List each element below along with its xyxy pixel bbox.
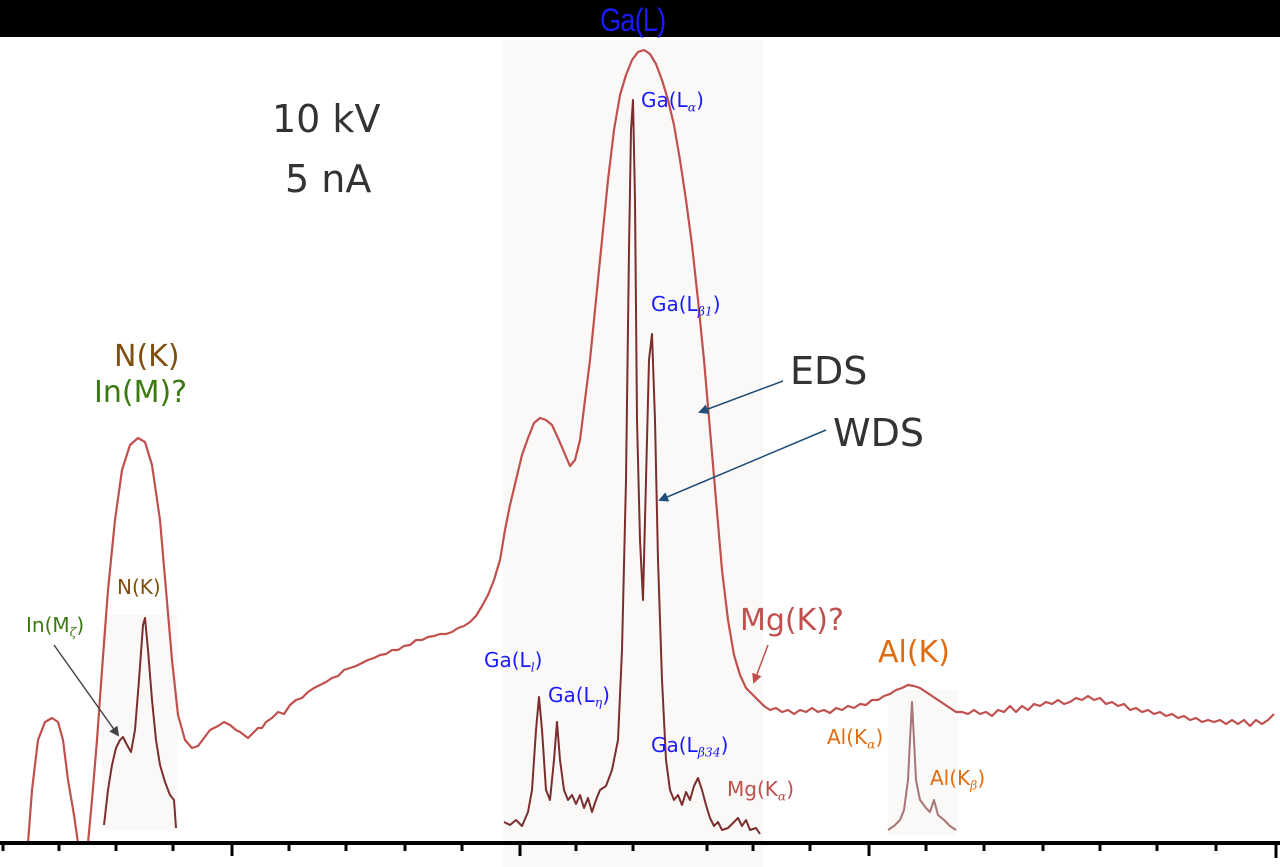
wds-inset-n	[102, 615, 178, 830]
current-label: 5 nA	[285, 157, 372, 201]
nk-eds-label: N(K)	[114, 339, 180, 374]
ga-la-label: Ga(Lα)	[641, 88, 704, 115]
mgk-arrow	[752, 644, 769, 684]
wds-arrow	[658, 429, 827, 502]
wds-legend-label: WDS	[833, 411, 924, 455]
wds-spectrum-n	[103, 617, 177, 829]
mgk-eds-label: Mg(K)?	[740, 603, 844, 638]
alkb-wds-label: Al(Kβ)	[930, 766, 986, 793]
wds-inset-ga	[503, 40, 763, 867]
ga-lb1-label: Ga(Lβ1)	[651, 292, 721, 319]
ga-lb34-label: Ga(Lβ34)	[651, 733, 729, 760]
chart-title: Ga(L)	[600, 2, 666, 38]
wds-spectrum-al	[887, 701, 957, 831]
ga-ll-label: Ga(Ll)	[484, 648, 543, 675]
wds-inset-al	[888, 690, 958, 835]
alka-wds-label: Al(Kα)	[827, 725, 884, 752]
inmz-wds-label: In(Mζ)	[26, 613, 85, 640]
eds-arrow	[698, 380, 784, 414]
inm-eds-label: In(M)?	[94, 375, 188, 410]
in-mz-arrow	[53, 644, 120, 737]
alk-eds-label: Al(K)	[878, 635, 950, 670]
eds-spectrum-line	[26, 48, 1275, 844]
nk-wds-label: N(K)	[117, 575, 161, 599]
title-bar	[0, 0, 1280, 37]
wds-spectrum-ga	[503, 99, 761, 835]
ga-leta-label: Ga(Lη)	[548, 683, 610, 710]
mgka-wds-label: Mg(Kα)	[727, 777, 795, 804]
x-axis-ticks	[1, 843, 1278, 858]
eds-legend-label: EDS	[790, 349, 868, 393]
voltage-label: 10 kV	[272, 97, 381, 141]
